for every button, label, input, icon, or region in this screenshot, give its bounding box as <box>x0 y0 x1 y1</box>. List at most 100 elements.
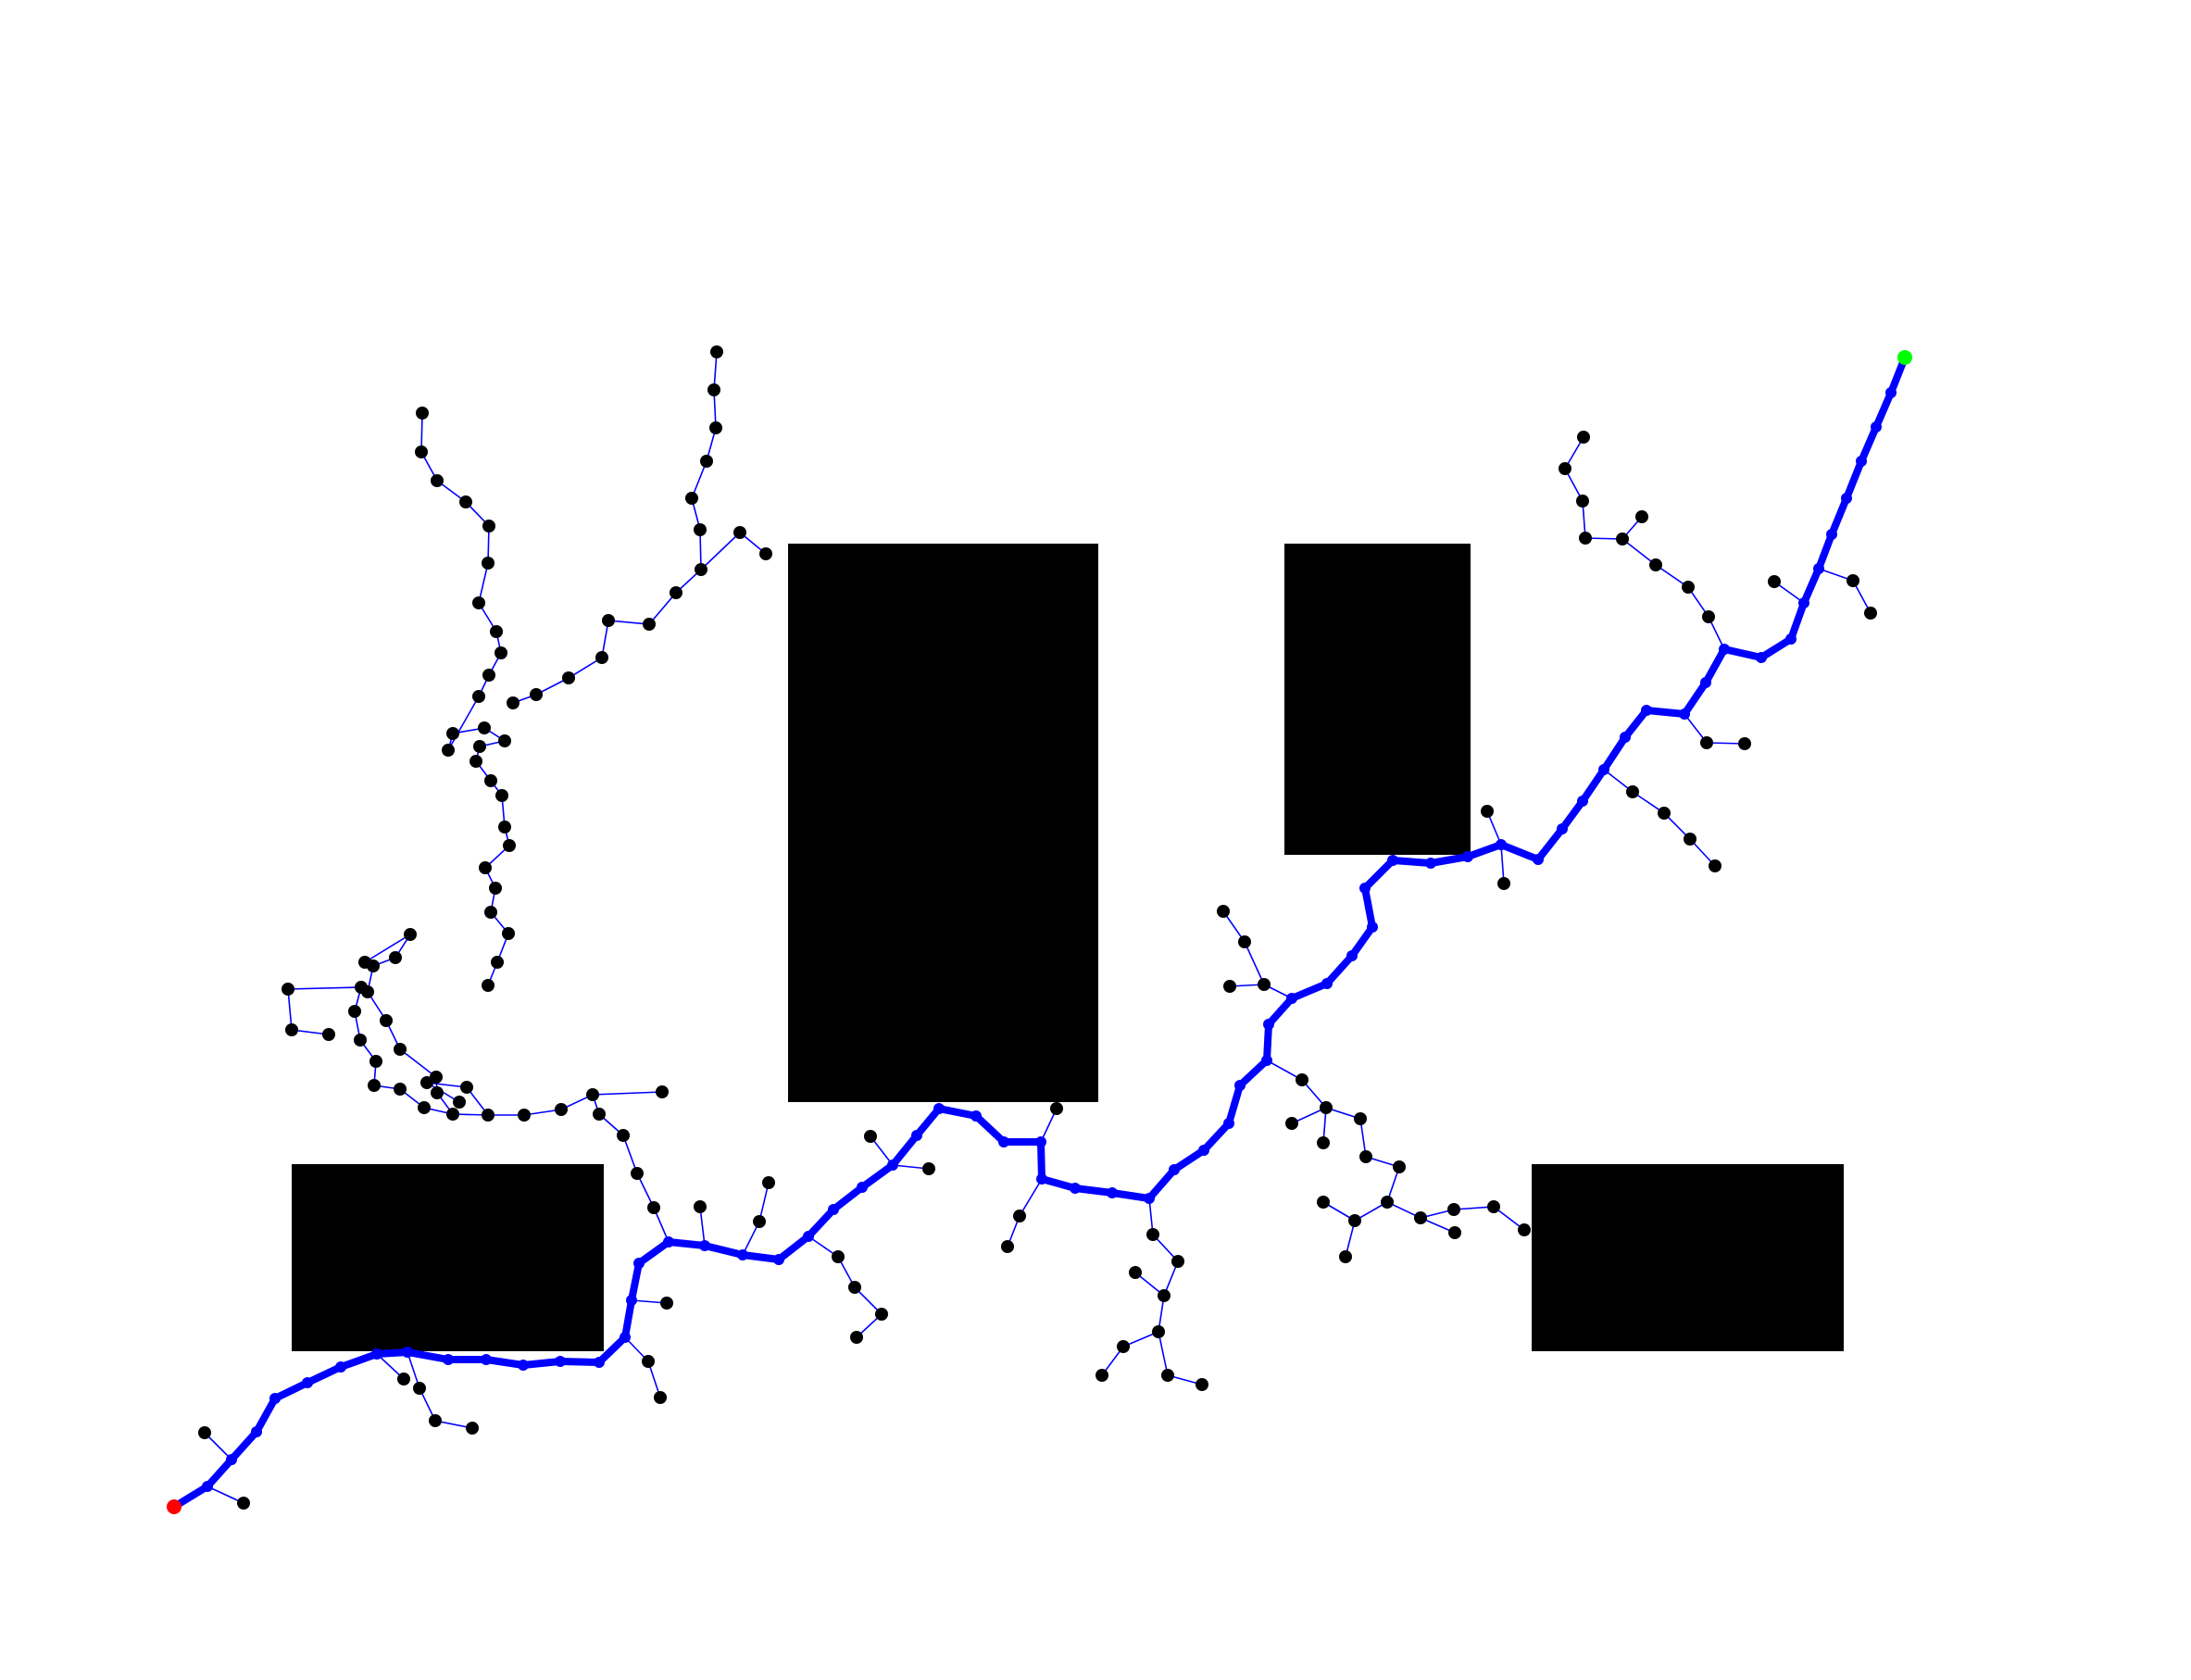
tree-node <box>518 1109 531 1122</box>
tree-node <box>875 1308 888 1321</box>
tree-node <box>1217 905 1230 918</box>
path-node <box>1756 652 1767 663</box>
path-node <box>1641 705 1652 716</box>
tree-node <box>1013 1210 1026 1222</box>
tree-node <box>322 1028 335 1041</box>
path-node <box>620 1332 631 1343</box>
tree-node <box>1158 1289 1171 1302</box>
tree-node <box>694 1200 707 1213</box>
tree-node <box>358 956 371 969</box>
tree-node <box>415 445 428 458</box>
tree-node <box>431 1086 444 1099</box>
tree-node <box>1161 1369 1174 1382</box>
tree-node <box>420 1076 433 1089</box>
tree-node <box>642 1355 655 1368</box>
path-node <box>699 1240 710 1251</box>
tree-node <box>397 1373 410 1385</box>
path-node <box>970 1110 982 1122</box>
tree-node <box>495 646 507 659</box>
tree-node <box>482 1109 495 1122</box>
obstacle <box>788 544 1098 1102</box>
path-node <box>594 1357 605 1368</box>
tree-node <box>593 1108 606 1121</box>
tree-node <box>1684 833 1696 846</box>
tree-node <box>1448 1226 1461 1239</box>
endpoints-layer <box>167 350 1912 1514</box>
tree-node <box>453 1096 466 1109</box>
tree-node <box>498 821 511 834</box>
tree-node <box>1317 1196 1330 1209</box>
path-node <box>1785 633 1797 645</box>
tree-node <box>1616 533 1629 545</box>
tree-node <box>922 1162 935 1175</box>
tree-node <box>1348 1214 1361 1227</box>
tree-node <box>602 614 615 627</box>
path-node <box>1346 950 1358 961</box>
tree-node <box>1497 877 1510 890</box>
tree-node <box>1447 1203 1460 1216</box>
tree-node <box>530 688 543 701</box>
path-node <box>1798 597 1809 608</box>
path-node <box>1367 921 1378 933</box>
tree-node <box>198 1426 211 1439</box>
path-node <box>1679 708 1690 720</box>
path-layer <box>170 354 1909 1511</box>
obstacles-layer <box>292 544 1844 1351</box>
tree-node <box>1702 610 1715 623</box>
path-node <box>402 1347 413 1358</box>
tree-node <box>1354 1112 1367 1125</box>
path-node <box>1885 387 1897 398</box>
tree-node <box>404 928 417 941</box>
path-node <box>1577 796 1588 807</box>
tree-node <box>348 1005 361 1018</box>
tree-node <box>490 625 503 638</box>
path-node <box>828 1204 839 1215</box>
path-node <box>1263 1019 1274 1030</box>
tree-node <box>394 1083 407 1096</box>
tree-node <box>685 492 698 505</box>
path-node <box>1261 1055 1272 1066</box>
tree-node <box>285 1023 298 1036</box>
tree-node <box>479 861 492 874</box>
path-node <box>371 1348 382 1360</box>
tree-node <box>1001 1240 1014 1253</box>
tree-node <box>1414 1211 1427 1224</box>
path-node <box>202 1481 213 1492</box>
tree-node <box>1626 785 1639 798</box>
path-node <box>251 1426 262 1437</box>
tree-node <box>1481 805 1494 818</box>
tree-node <box>595 651 608 664</box>
path-node <box>1359 883 1371 894</box>
tree-node <box>431 474 444 487</box>
path-node <box>1620 732 1631 743</box>
tree-node <box>394 1043 407 1056</box>
path-node <box>626 1295 637 1306</box>
tree-node <box>369 1055 382 1068</box>
path-node <box>335 1361 346 1373</box>
tree-node <box>1258 978 1271 991</box>
tree-node <box>670 586 682 599</box>
tree-node <box>472 690 485 703</box>
tree-node <box>586 1088 599 1101</box>
tree-node <box>1559 462 1571 475</box>
tree-node <box>355 981 368 994</box>
tree-node <box>1487 1200 1500 1213</box>
tree-node <box>1649 558 1662 571</box>
path-node <box>857 1182 868 1193</box>
tree-node <box>380 1014 393 1027</box>
tree-nodes-layer <box>198 345 1897 1510</box>
tree-node <box>1171 1255 1184 1268</box>
tree-node <box>1129 1266 1142 1279</box>
tree-node <box>368 1079 381 1092</box>
tree-node <box>1196 1378 1208 1391</box>
tree-node <box>762 1176 775 1189</box>
tree-node <box>1709 859 1722 872</box>
tree-node <box>647 1201 660 1214</box>
tree-node <box>470 755 482 768</box>
tree-node <box>1658 807 1671 820</box>
tree-edge <box>1500 844 1505 884</box>
tree-node <box>473 740 486 753</box>
tree-node <box>656 1085 669 1098</box>
path-node <box>633 1258 645 1269</box>
tree-node <box>1847 574 1859 587</box>
